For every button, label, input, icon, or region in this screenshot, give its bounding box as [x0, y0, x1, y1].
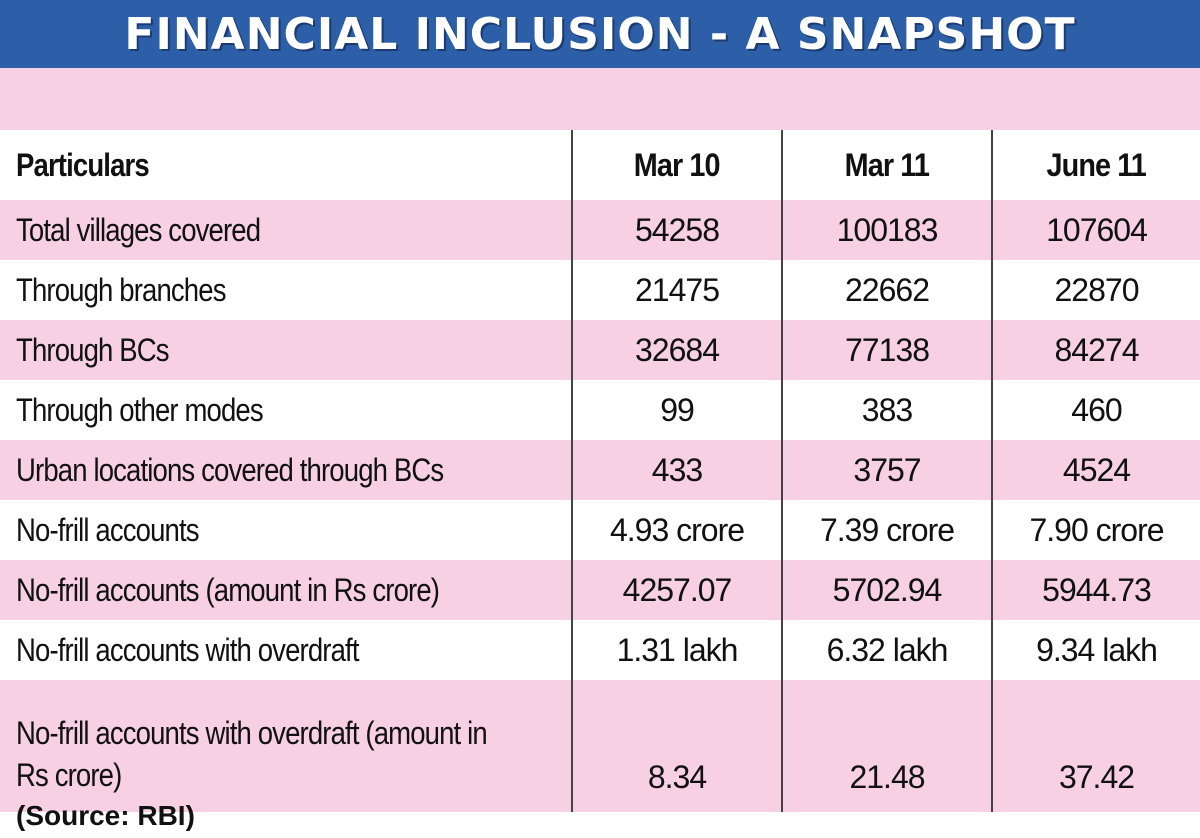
row-label: No-frill accounts with overdraft (amount… — [0, 680, 572, 812]
table-row: No-frill accounts with overdraft (amount… — [0, 680, 1200, 812]
header-mar-10: Mar 10 — [571, 130, 782, 200]
cell-value: 433 — [571, 440, 782, 500]
cell-value: 3757 — [781, 440, 992, 500]
cell-value: 5944.73 — [991, 560, 1200, 620]
table-row: No-frill accounts (amount in Rs crore) 4… — [0, 560, 1200, 620]
cell-value: 6.32 lakh — [781, 620, 992, 680]
cell-value: 37.42 — [991, 680, 1200, 812]
row-label: Through branches — [0, 260, 572, 320]
cell-value: 99 — [571, 380, 782, 440]
source-note: (Source: RBI) — [16, 800, 195, 831]
row-label: Total villages covered — [0, 200, 572, 260]
header-mar-11: Mar 11 — [781, 130, 992, 200]
row-label: Urban locations covered through BCs — [0, 440, 572, 500]
cell-value: 84274 — [991, 320, 1200, 380]
cell-value: 21475 — [571, 260, 782, 320]
title-spacer-band — [0, 68, 1200, 130]
data-table: Particulars Mar 10 Mar 11 June 11 Total … — [0, 130, 1200, 812]
table-row: Urban locations covered through BCs 433 … — [0, 440, 1200, 500]
cell-value: 383 — [781, 380, 992, 440]
cell-value: 1.31 lakh — [571, 620, 782, 680]
row-label: Through other modes — [0, 380, 572, 440]
page-title: FINANCIAL INCLUSION - A SNAPSHOT — [124, 8, 1076, 60]
table-row: Total villages covered 54258 100183 1076… — [0, 200, 1200, 260]
table-row: Through BCs 32684 77138 84274 — [0, 320, 1200, 380]
row-label: No-frill accounts — [0, 500, 572, 560]
cell-value: 21.48 — [781, 680, 992, 812]
cell-value: 9.34 lakh — [991, 620, 1200, 680]
cell-value: 4.93 crore — [571, 500, 782, 560]
row-label: No-frill accounts with overdraft — [0, 620, 572, 680]
row-label: Through BCs — [0, 320, 572, 380]
cell-value: 4524 — [991, 440, 1200, 500]
header-particulars: Particulars — [0, 130, 572, 200]
row-label: No-frill accounts (amount in Rs crore) — [0, 560, 572, 620]
title-banner: FINANCIAL INCLUSION - A SNAPSHOT — [0, 0, 1200, 68]
cell-value: 8.34 — [571, 680, 782, 812]
table-row: Through other modes 99 383 460 — [0, 380, 1200, 440]
cell-value: 460 — [991, 380, 1200, 440]
cell-value: 100183 — [781, 200, 992, 260]
table-header-row: Particulars Mar 10 Mar 11 June 11 — [0, 130, 1200, 200]
cell-value: 77138 — [781, 320, 992, 380]
cell-value: 7.90 crore — [991, 500, 1200, 560]
cell-value: 107604 — [991, 200, 1200, 260]
table-row: No-frill accounts with overdraft 1.31 la… — [0, 620, 1200, 680]
cell-value: 54258 — [571, 200, 782, 260]
header-june-11: June 11 — [991, 130, 1200, 200]
table-row: Through branches 21475 22662 22870 — [0, 260, 1200, 320]
table-row: No-frill accounts 4.93 crore 7.39 crore … — [0, 500, 1200, 560]
cell-value: 7.39 crore — [781, 500, 992, 560]
cell-value: 22870 — [991, 260, 1200, 320]
cell-value: 4257.07 — [571, 560, 782, 620]
cell-value: 32684 — [571, 320, 782, 380]
cell-value: 5702.94 — [781, 560, 992, 620]
cell-value: 22662 — [781, 260, 992, 320]
